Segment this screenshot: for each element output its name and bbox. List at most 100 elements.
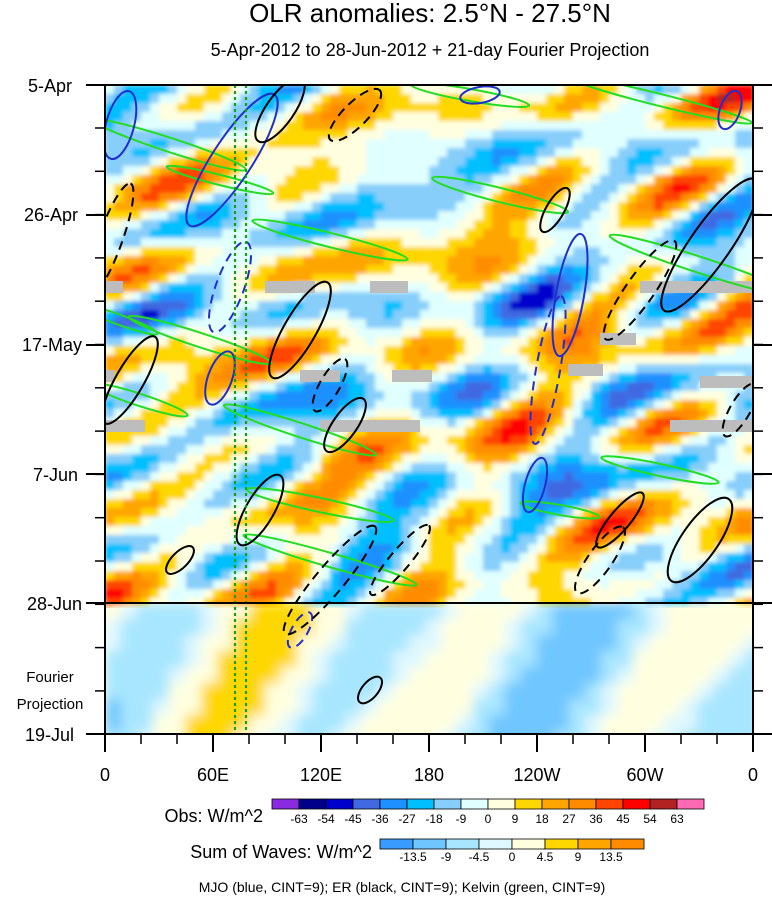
obs-cell — [411, 526, 421, 536]
obs-cell — [177, 229, 187, 239]
obs-cell — [141, 472, 151, 482]
obs-cell — [357, 274, 367, 284]
obs-cell — [501, 436, 511, 446]
obs-cell — [168, 427, 178, 437]
obs-cell — [168, 571, 178, 581]
obs-cell — [231, 571, 241, 581]
obs-cell — [177, 481, 187, 491]
obs-cell — [492, 148, 502, 158]
obs-cell — [222, 391, 232, 401]
obs-cell — [663, 553, 673, 563]
obs-cell — [420, 94, 430, 104]
projection-cell — [569, 667, 586, 684]
obs-cell — [609, 193, 619, 203]
obs-cell — [735, 535, 745, 545]
obs-cell — [501, 490, 511, 500]
obs-cell — [393, 94, 403, 104]
obs-cell — [555, 472, 565, 482]
obs-cell — [609, 283, 619, 293]
obs-cell — [276, 571, 286, 581]
obs-cell — [438, 427, 448, 437]
projection-cell — [313, 635, 330, 652]
obs-cell — [420, 328, 430, 338]
obs-cell — [699, 229, 709, 239]
projection-cell — [745, 603, 753, 620]
obs-cell — [708, 364, 718, 374]
obs-cell — [726, 274, 736, 284]
obs-cell — [249, 481, 259, 491]
obs-cell — [294, 319, 304, 329]
obs-cell — [177, 103, 187, 113]
obs-cell — [600, 391, 610, 401]
obs-cell — [222, 355, 232, 365]
obs-cell — [411, 229, 421, 239]
obs-cell — [528, 463, 538, 473]
projection-cell — [633, 619, 650, 636]
obs-cell — [258, 310, 268, 320]
projection-cell — [137, 731, 154, 734]
obs-cell — [654, 166, 664, 176]
obs-cell — [528, 490, 538, 500]
obs-cell — [609, 436, 619, 446]
obs-cell — [285, 373, 295, 383]
obs-cell — [627, 85, 637, 95]
obs-cell — [258, 247, 268, 257]
obs-cell — [393, 391, 403, 401]
obs-cell — [735, 85, 745, 95]
obs-cell — [321, 301, 331, 311]
obs-cell — [699, 355, 709, 365]
obs-cell — [222, 247, 232, 257]
projection-cell — [425, 683, 442, 700]
obs-cell — [654, 157, 664, 167]
projection-cell — [649, 651, 666, 668]
obs-cell — [735, 364, 745, 374]
obs-cell — [249, 112, 259, 122]
obs-cell — [672, 175, 682, 185]
obs-cell — [555, 220, 565, 230]
obs-cell — [105, 247, 115, 257]
obs-cell — [501, 481, 511, 491]
obs-cell — [492, 589, 502, 599]
kelvin-contour — [105, 304, 159, 336]
obs-cell — [411, 589, 421, 599]
obs-cell — [456, 517, 466, 527]
projection-cell — [473, 635, 490, 652]
obs-cell — [411, 211, 421, 221]
obs-cell — [573, 265, 583, 275]
kelvin-contour — [242, 533, 418, 587]
obs-cell — [528, 103, 538, 113]
obs-cell — [636, 346, 646, 356]
obs-cell — [312, 184, 322, 194]
obs-cell — [609, 553, 619, 563]
obs-cell — [177, 121, 187, 131]
kelvin-contour — [127, 314, 273, 366]
obs-cell — [627, 256, 637, 266]
obs-cell — [375, 301, 385, 311]
obs-cell — [600, 301, 610, 311]
obs-cell — [627, 553, 637, 563]
obs-cell — [402, 472, 412, 482]
obs-cell — [420, 247, 430, 257]
obs-cell — [141, 256, 151, 266]
obs-cell — [303, 553, 313, 563]
obs-cell — [123, 481, 133, 491]
obs-cell — [195, 346, 205, 356]
obs-cell — [321, 355, 331, 365]
obs-cell — [717, 319, 727, 329]
obs-cell — [402, 202, 412, 212]
obs-cell — [429, 499, 439, 509]
obs-cell — [690, 310, 700, 320]
obs-cell — [483, 391, 493, 401]
obs-cell — [735, 238, 745, 248]
obs-cell — [366, 346, 376, 356]
obs-cell — [438, 382, 448, 392]
obs-cell — [636, 490, 646, 500]
obs-cell — [114, 553, 124, 563]
obs-cell — [519, 535, 529, 545]
obs-cell — [393, 526, 403, 536]
obs-cell — [690, 157, 700, 167]
projection-cell — [681, 651, 698, 668]
projection-cell — [553, 651, 570, 668]
obs-cell — [609, 571, 619, 581]
obs-cell — [258, 238, 268, 248]
